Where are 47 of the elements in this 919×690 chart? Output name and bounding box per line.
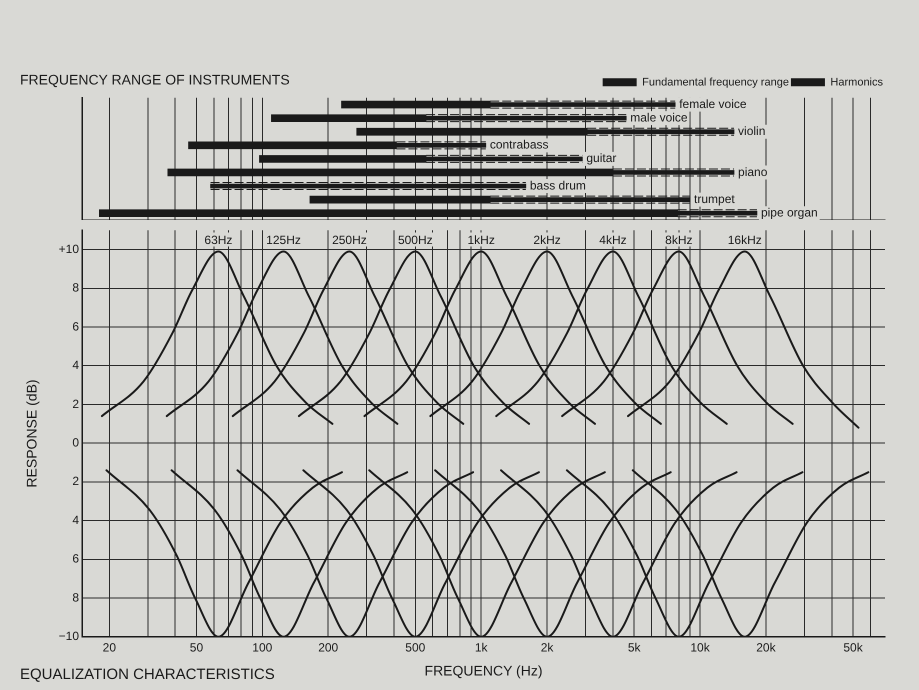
- y-tick-label: 0: [72, 435, 80, 450]
- x-tick-label: 50: [190, 640, 204, 654]
- chart-title: FREQUENCY RANGE OF INSTRUMENTS: [20, 71, 290, 88]
- y-tick-label: 8: [72, 590, 80, 604]
- y-tick-label: −10: [58, 629, 80, 644]
- category-label: guitar: [586, 151, 616, 166]
- y-tick-label: 4: [72, 512, 80, 527]
- category-label: male voice: [630, 110, 688, 124]
- x-tick-label: 100: [252, 640, 273, 654]
- text: EQUALIZATION CHARACTERISTICS: [20, 666, 275, 684]
- y-tick-label: 6: [72, 319, 80, 334]
- y-tick-label: +10: [58, 242, 80, 256]
- x-tick-label: 2k: [540, 640, 554, 654]
- x-tick-label: 20k: [756, 640, 777, 654]
- annotation: 8kHz: [665, 232, 693, 247]
- category-label: violin: [738, 124, 766, 138]
- category-label: piano: [738, 164, 768, 179]
- annotation: 63Hz: [204, 232, 232, 247]
- x-tick-label: 5k: [628, 640, 642, 654]
- y-tick-label: 6: [72, 552, 80, 566]
- x-tick-label: 10k: [690, 640, 711, 654]
- annotation: 16kHz: [728, 232, 762, 247]
- annotation: 500Hz: [398, 232, 433, 247]
- y-tick-label: 8: [72, 280, 80, 295]
- y-axis-title: RESPONSE (dB): [23, 379, 40, 488]
- annotation: 125Hz: [266, 232, 301, 247]
- annotation: 1kHz: [468, 232, 495, 247]
- x-tick-label: 50k: [843, 640, 864, 654]
- x-tick-label: 20: [102, 640, 116, 654]
- y-tick-label: 2: [72, 474, 80, 488]
- x-axis-title: FREQUENCY (Hz): [424, 662, 542, 678]
- legend-label: Harmonics: [830, 76, 884, 88]
- y-tick-label: 4: [72, 358, 80, 372]
- category-label: contrabass: [490, 138, 549, 152]
- x-tick-label: 1k: [474, 640, 489, 654]
- category-label: bass drum: [530, 178, 586, 192]
- legend-label: Fundamental frequency range: [642, 76, 789, 88]
- category-label: trumpet: [694, 192, 735, 206]
- y-tick-label: 2: [72, 396, 80, 411]
- category-label: female voice: [679, 96, 747, 111]
- annotation: 4kHz: [599, 232, 627, 247]
- x-tick-label: 500: [405, 640, 426, 654]
- category-label: pipe organ: [760, 206, 818, 220]
- annotation: 2kHz: [533, 232, 561, 247]
- bar: [210, 184, 526, 188]
- x-tick-label: 200: [318, 640, 339, 654]
- annotation: 250Hz: [332, 232, 367, 247]
